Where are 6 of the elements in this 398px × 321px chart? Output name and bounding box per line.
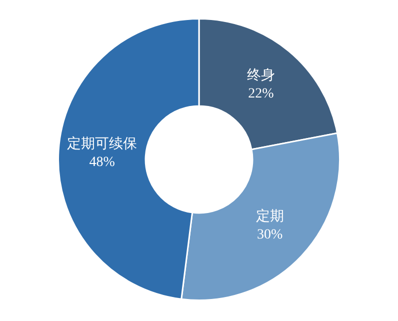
data-label: 48%	[89, 155, 116, 170]
slice-label: 定期	[256, 208, 284, 225]
slice-label: 定期可续保	[67, 136, 138, 152]
data-label: 22%	[248, 86, 274, 102]
data-label: 30%	[256, 228, 283, 243]
slice-label: 终身	[246, 67, 275, 84]
